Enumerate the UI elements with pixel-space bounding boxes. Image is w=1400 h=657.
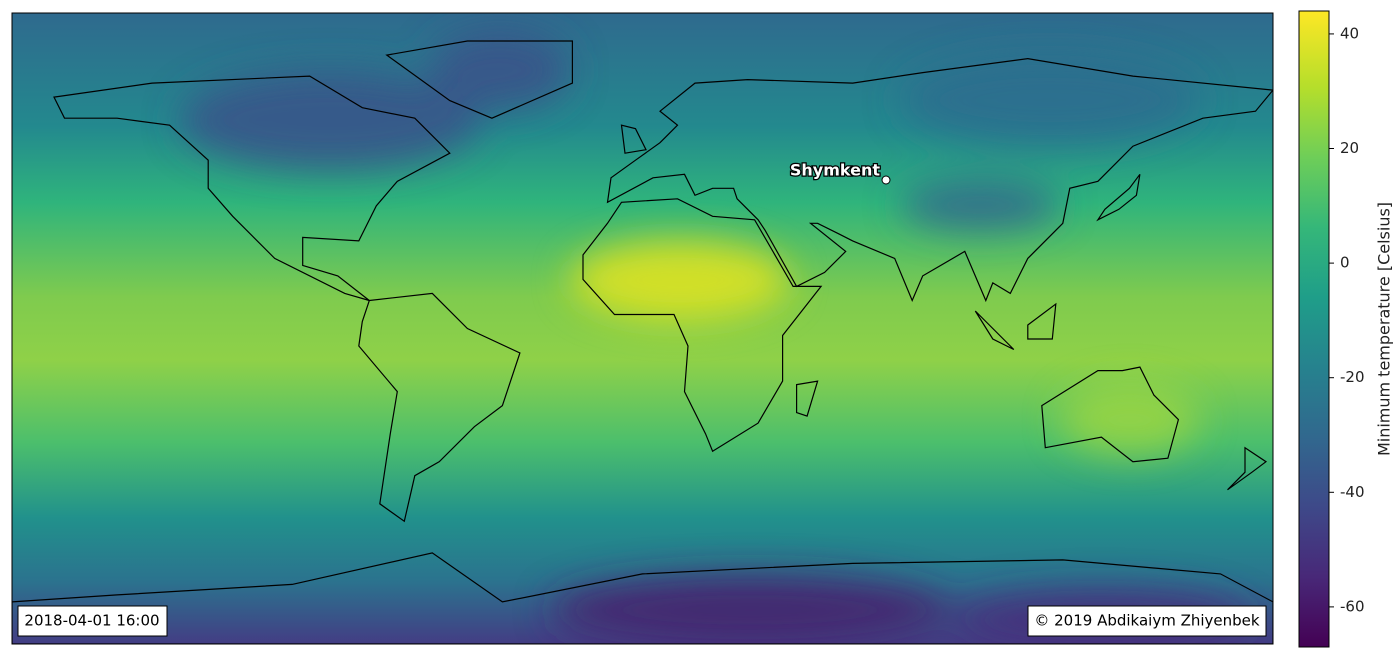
colorbar-tick-label: -40 [1340, 483, 1365, 501]
coastline [582, 198, 823, 453]
timestamp-box [17, 605, 168, 637]
colorbar-label: Minimum temperature [Celsius] [1375, 202, 1394, 456]
colorbar-tick-label: -20 [1340, 368, 1365, 386]
colorbar-tick-label: 20 [1340, 139, 1359, 157]
city-marker [881, 175, 891, 185]
coastline [606, 57, 1273, 303]
coastlines [12, 40, 1273, 644]
coastline [53, 75, 451, 302]
coastline [12, 552, 1273, 644]
coastline [358, 292, 521, 523]
colorbar-tick-label: -60 [1340, 597, 1365, 615]
map-frame [11, 12, 1274, 645]
timestamp: 2018-04-01 16:00 [24, 612, 159, 630]
coastline [1096, 173, 1141, 222]
temperature-patches [180, 30, 1250, 644]
colorbar-tick-label: 40 [1340, 24, 1359, 42]
coastline [1227, 446, 1268, 491]
city-label: Shymkent [790, 161, 880, 180]
map-area [12, 13, 1273, 644]
coastline [974, 310, 1015, 351]
colorbar-tick-label: 0 [1340, 254, 1350, 272]
copyright: © 2019 Abdikaiym Zhiyenbek [1034, 612, 1260, 630]
colorbar-ticks: 40 20 0 -20 -40 -60 [1329, 24, 1365, 615]
copyright-box [1027, 605, 1267, 637]
colorbar [1298, 10, 1330, 648]
coastline [796, 380, 819, 417]
coastline [1041, 366, 1180, 463]
coastline [1027, 302, 1057, 340]
coastline [620, 124, 647, 154]
coastline [385, 40, 573, 119]
